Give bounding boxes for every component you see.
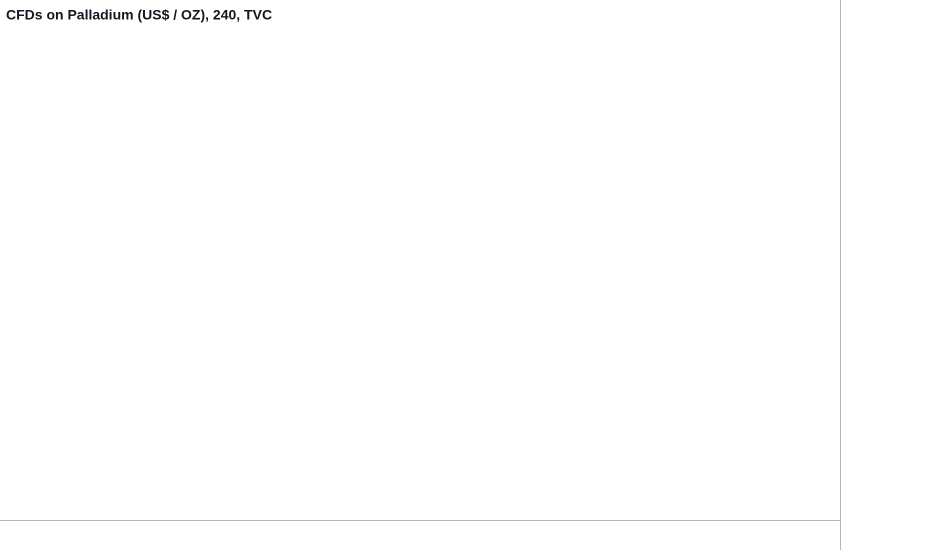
chart-title: CFDs on Palladium (US$ / OZ), 240, TVC xyxy=(6,7,272,23)
